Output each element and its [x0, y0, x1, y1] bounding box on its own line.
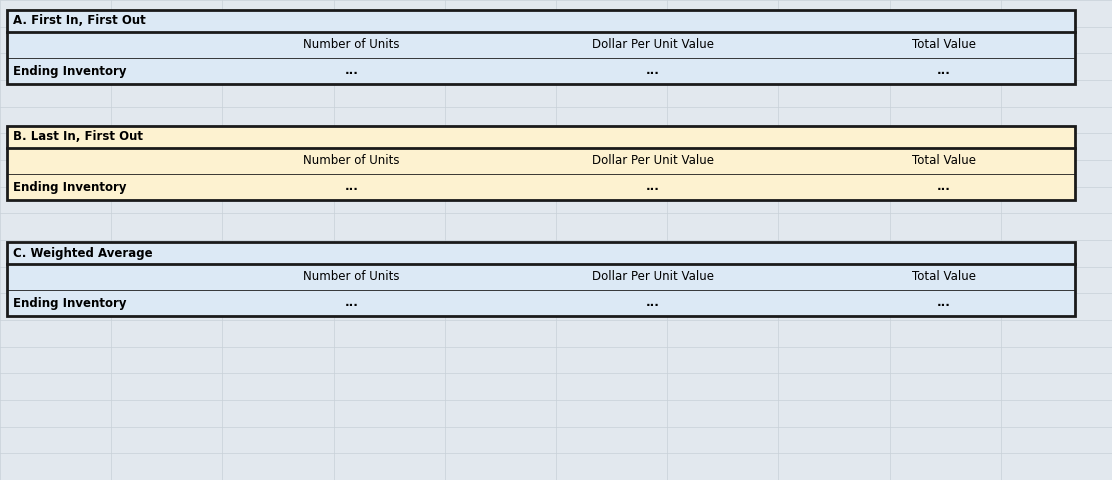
Text: ...: ...	[345, 297, 358, 310]
Text: Number of Units: Number of Units	[304, 271, 399, 284]
Text: Dollar Per Unit Value: Dollar Per Unit Value	[593, 155, 714, 168]
Text: Number of Units: Number of Units	[304, 155, 399, 168]
Text: Number of Units: Number of Units	[304, 38, 399, 51]
Text: B. Last In, First Out: B. Last In, First Out	[13, 131, 143, 144]
Text: ...: ...	[345, 64, 358, 77]
Text: Dollar Per Unit Value: Dollar Per Unit Value	[593, 271, 714, 284]
Text: Total Value: Total Value	[912, 38, 976, 51]
Text: C. Weighted Average: C. Weighted Average	[13, 247, 152, 260]
Bar	[7, 242, 1075, 316]
Text: Total Value: Total Value	[912, 271, 976, 284]
Text: ...: ...	[937, 297, 951, 310]
Text: ...: ...	[937, 64, 951, 77]
Text: Ending Inventory: Ending Inventory	[13, 297, 127, 310]
Bar	[7, 10, 1075, 84]
Text: ...: ...	[345, 180, 358, 193]
Text: ...: ...	[646, 64, 661, 77]
Text: A. First In, First Out: A. First In, First Out	[13, 14, 146, 27]
Bar	[7, 126, 1075, 200]
Bar	[7, 242, 1075, 316]
Text: Ending Inventory: Ending Inventory	[13, 180, 127, 193]
Text: ...: ...	[646, 180, 661, 193]
Bar	[7, 126, 1075, 200]
Bar	[7, 10, 1075, 84]
Text: Dollar Per Unit Value: Dollar Per Unit Value	[593, 38, 714, 51]
Text: Total Value: Total Value	[912, 155, 976, 168]
Text: ...: ...	[937, 180, 951, 193]
Text: Ending Inventory: Ending Inventory	[13, 64, 127, 77]
Text: ...: ...	[646, 297, 661, 310]
